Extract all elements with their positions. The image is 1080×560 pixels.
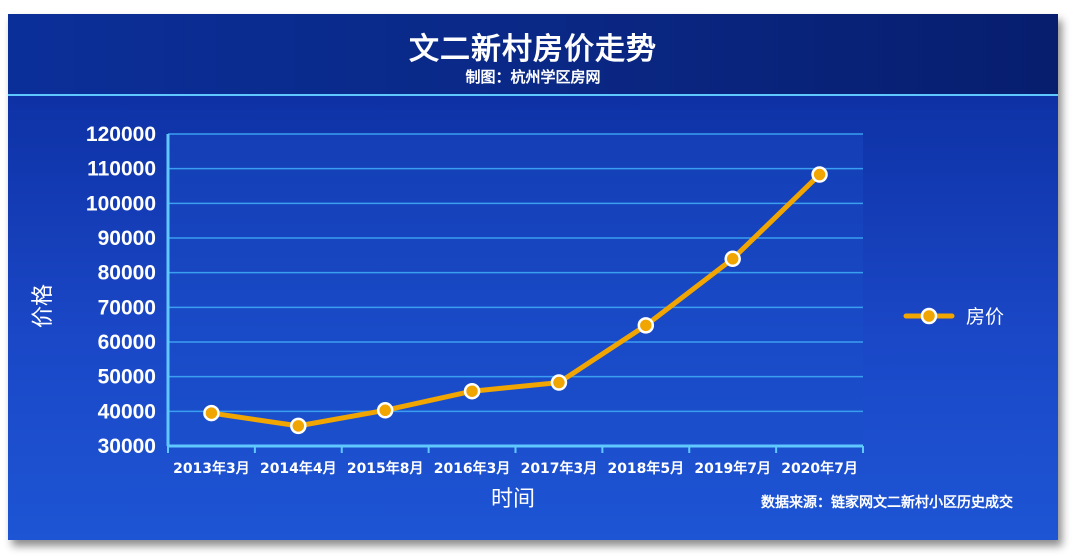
data-point	[463, 382, 481, 400]
data-point	[290, 417, 307, 435]
x-tick-label: 2019年7月	[694, 460, 771, 477]
y-tick-label: 30000	[98, 435, 156, 458]
x-tick-label: 2017年3月	[521, 460, 598, 477]
line-chart: 30000 40000 50000 60000 70000 80000 90000 10000…	[31, 123, 1004, 512]
data-point	[203, 404, 220, 422]
x-tick-label: 2013年3月	[173, 460, 250, 477]
legend-marker	[920, 307, 938, 325]
y-tick-label: 80000	[98, 262, 156, 285]
x-tick-label: 2016年3月	[434, 460, 511, 477]
y-axis-label: 价格	[31, 284, 56, 328]
plot-area	[168, 134, 863, 446]
x-tick-label: 2020年7月	[781, 460, 858, 477]
y-tick-label: 120000	[86, 123, 156, 146]
gridlines	[168, 133, 863, 447]
y-tick-label: 110000	[87, 158, 156, 181]
x-tick-label: 2014年4月	[260, 460, 337, 477]
y-tick-label: 60000	[98, 331, 156, 354]
axes	[166, 134, 864, 453]
series-line	[208, 172, 823, 429]
y-tick-label: 40000	[98, 400, 156, 423]
data-point	[811, 166, 828, 183]
y-tick-labels: 30000 40000 50000 60000 70000 80000 90000 10000…	[86, 123, 156, 458]
y-tick-label: 50000	[98, 366, 156, 389]
legend-label: 房价	[966, 306, 1004, 328]
chart-subtitle: 制图：杭州学区房网	[465, 68, 601, 86]
chart-frame: 文二新村房价走势 制图：杭州学区房网 30000 40000 50000 60000 7…	[8, 14, 1058, 540]
x-tick-label: 2018年5月	[607, 460, 684, 477]
legend: 房价	[903, 306, 1004, 328]
x-tick-label: 2015年8月	[347, 460, 424, 477]
series-group	[203, 166, 828, 435]
data-point	[637, 317, 655, 334]
x-tick-labels: 2013年3月 2014年4月 2015年8月 2016年3月 2017年3月 2018年…	[173, 460, 858, 477]
data-point	[550, 374, 568, 391]
data-source-note: 数据来源：链家网文二新村小区历史成交	[761, 495, 1013, 511]
plot-background	[168, 134, 863, 446]
data-point	[376, 402, 394, 419]
chart-header: 文二新村房价走势 制图：杭州学区房网	[8, 14, 1058, 96]
chart-title: 文二新村房价走势	[409, 32, 657, 67]
y-tick-label: 90000	[98, 227, 156, 250]
y-tick-label: 70000	[98, 296, 156, 319]
x-axis-label: 时间	[491, 487, 535, 512]
data-point	[724, 250, 741, 268]
y-tick-label: 100000	[86, 192, 156, 215]
